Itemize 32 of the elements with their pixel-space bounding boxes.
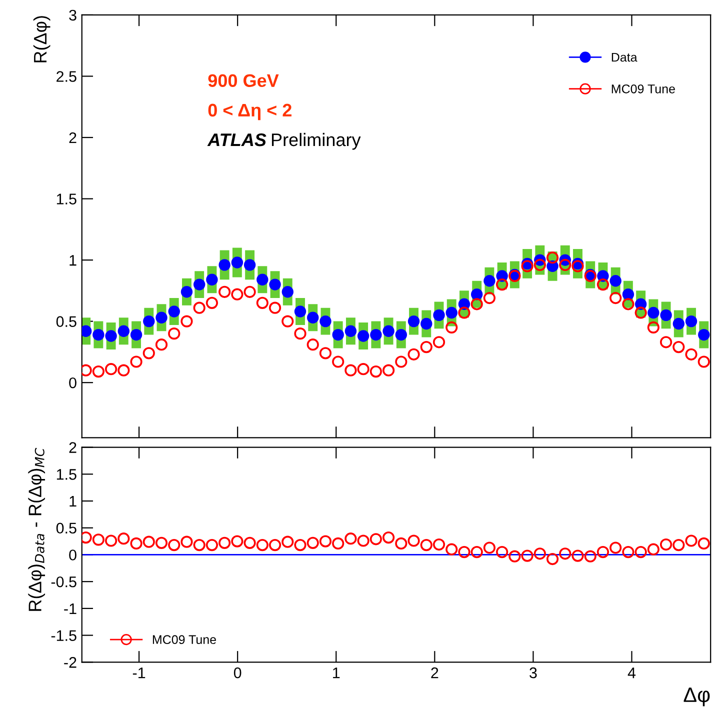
- x-tick-label: 4: [628, 668, 636, 678]
- y-tick-label: 2.5: [56, 71, 76, 82]
- y-tick-label: -0.5: [51, 576, 76, 588]
- y-tick-label: 2: [69, 132, 76, 144]
- y-tick-label: 1: [70, 255, 76, 266]
- x-tick-label: -1: [132, 668, 146, 678]
- annotation: ATLAS: [207, 133, 266, 146]
- y-tick-label: 1.5: [56, 469, 76, 480]
- legend-label: Data: [612, 52, 638, 62]
- y-tick-label: -2: [64, 657, 76, 668]
- y-axis-title: R(Δφ)$_{Data}$ - R(Δφ)$_{MC}$: [28, 448, 45, 611]
- y-tick-label: -1: [64, 603, 76, 614]
- legend-label: MC09 Tune: [612, 84, 675, 94]
- y-tick-label: 0: [69, 377, 76, 388]
- y-tick-label: 0.5: [56, 522, 76, 534]
- y-tick-label: 3: [69, 10, 76, 21]
- x-axis-title: Δφ: [684, 688, 710, 706]
- annotation: Preliminary: [272, 132, 361, 150]
- x-tick-label: 0: [234, 667, 242, 678]
- y-tick-label: 0.5: [56, 316, 76, 327]
- x-tick-label: 3: [530, 667, 537, 678]
- annotation: 0 < Δη < 2: [208, 104, 292, 120]
- y-tick-label: 2: [69, 442, 76, 453]
- y-axis-title: R(Δφ): [33, 16, 50, 62]
- y-tick-label: 0: [69, 550, 76, 560]
- x-tick-label: 1: [333, 668, 340, 678]
- y-tick-label: -1.5: [51, 630, 76, 641]
- annotation: 900 GeV: [208, 74, 279, 87]
- legend-label: MC09 Tune: [152, 635, 216, 644]
- y-tick-label: 1: [70, 496, 76, 507]
- y-tick-label: 1.5: [56, 194, 76, 204]
- x-tick-label: 2: [431, 667, 438, 678]
